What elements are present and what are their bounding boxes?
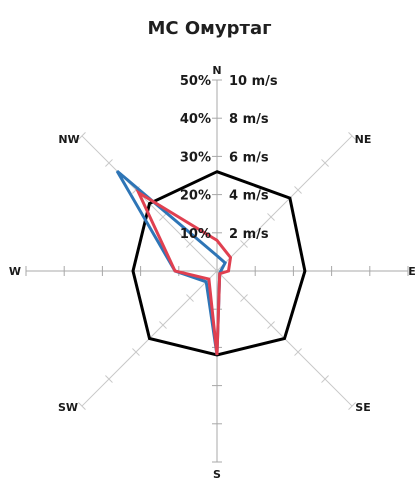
- speed-label-30: 6 m/s: [229, 150, 269, 165]
- axis-tick-sw-40: [105, 375, 113, 383]
- direction-label-sw: SW: [58, 401, 78, 414]
- direction-label-s: S: [213, 468, 221, 481]
- axes-group: [25, 79, 409, 463]
- labels-group: N NE E SE S SW W NW 10% 2 m/s 20% 4 m/s 30% 6 m/s 40% 8…: [9, 64, 416, 481]
- direction-label-w: W: [9, 265, 21, 278]
- percent-label-20: 20%: [180, 189, 211, 204]
- axis-tick-nw-40: [105, 159, 113, 167]
- speed-label-10: 2 m/s: [229, 227, 269, 242]
- speed-label-40: 8 m/s: [229, 112, 269, 127]
- speed-label-50: 10 m/s: [229, 74, 278, 89]
- axis-tick-ne-30: [294, 186, 302, 194]
- percent-label-30: 30%: [180, 150, 211, 165]
- axis-tick-ne-40: [321, 159, 329, 167]
- direction-label-ne: NE: [355, 133, 372, 146]
- direction-label-n: N: [212, 64, 221, 77]
- axis-tick-se-10: [240, 294, 248, 302]
- axis-tick-sw-20: [159, 321, 167, 329]
- axis-tick-sw-30: [132, 348, 140, 356]
- percent-label-10: 10%: [180, 227, 211, 242]
- axis-tick-nw-10: [186, 240, 194, 248]
- axis-tick-nw-20: [159, 213, 167, 221]
- axis-tick-se-20: [267, 321, 275, 329]
- percent-label-50: 50%: [180, 74, 211, 89]
- series-group: [115, 169, 307, 357]
- axis-tick-se-30: [294, 348, 302, 356]
- percent-label-40: 40%: [180, 112, 211, 127]
- chart-title: МС Омуртаг: [147, 18, 272, 39]
- axis-tick-se-40: [321, 375, 329, 383]
- axis-tick-ne-50: [348, 132, 356, 140]
- series-line-3: [135, 188, 233, 356]
- direction-label-se: SE: [355, 401, 370, 414]
- axis-tick-sw-10: [186, 294, 194, 302]
- axis-tick-nw-50: [78, 132, 86, 140]
- axis-tick-ne-10: [240, 240, 248, 248]
- axis-tick-ne-20: [267, 213, 275, 221]
- axis-line-ne: [216, 135, 353, 272]
- axis-tick-se-50: [348, 402, 356, 410]
- speed-label-20: 4 m/s: [229, 189, 269, 204]
- axis-tick-sw-50: [78, 402, 86, 410]
- direction-label-e: E: [408, 265, 416, 278]
- direction-label-nw: NW: [58, 133, 79, 146]
